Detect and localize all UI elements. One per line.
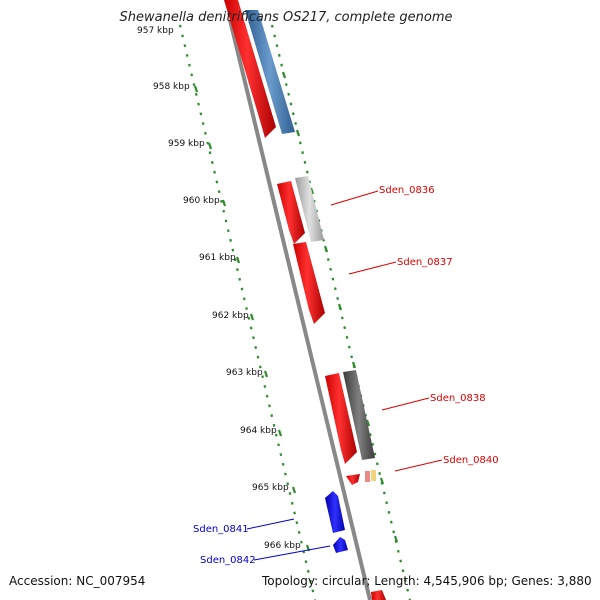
tick-label: 965 kbp [252, 483, 289, 493]
tick-label: 960 kbp [183, 196, 220, 206]
forward-cds-track [224, 0, 386, 600]
blast-hit-dark-gray[interactable] [343, 370, 375, 460]
genome-backbone [228, 19, 372, 600]
inner-tick-ring [178, 24, 317, 600]
cds-sden-0837[interactable] [293, 242, 325, 324]
blast-hit-track [245, 10, 376, 482]
gene-leader-lines [246, 190, 443, 561]
gene-label-sden-0841[interactable]: Sden_0841 [193, 524, 249, 535]
forward-cds-top[interactable] [224, 0, 276, 138]
cds-sden-0842[interactable] [333, 537, 348, 553]
forward-cds-bottom[interactable] [371, 590, 386, 600]
tick-label: 961 kbp [199, 253, 236, 263]
cds-sden-0840-small[interactable] [346, 474, 360, 485]
cds-sden-0838[interactable] [325, 373, 357, 464]
blast-hit-small-pink[interactable] [365, 471, 370, 482]
gene-label-sden-0840[interactable]: Sden_0840 [443, 455, 499, 466]
tick-label: 957 kbp [137, 26, 174, 36]
tick-label: 966 kbp [264, 541, 301, 551]
genome-stats-label: Topology: circular; Length: 4,545,906 bp… [262, 574, 592, 588]
tick-label: 963 kbp [226, 368, 263, 378]
outer-ring-major-ticks [281, 71, 399, 543]
gene-label-sden-0837[interactable]: Sden_0837 [397, 257, 453, 268]
gene-label-sden-0842[interactable]: Sden_0842 [200, 555, 256, 566]
gene-labels: Sden_0836 Sden_0837 Sden_0838 Sden_0840 … [193, 185, 499, 566]
cds-sden-0841[interactable] [325, 491, 345, 533]
gene-label-sden-0838[interactable]: Sden_0838 [430, 393, 486, 404]
tick-label: 962 kbp [212, 311, 249, 321]
tick-label: 959 kbp [168, 139, 205, 149]
blast-hit-light-gray[interactable] [295, 176, 324, 242]
tick-label: 964 kbp [240, 426, 277, 436]
tick-label: 958 kbp [153, 82, 190, 92]
accession-label: Accession: NC_007954 [9, 574, 146, 588]
blast-hit-small-yellow[interactable] [371, 470, 376, 481]
map-title: Shewanella denitrificans OS217, complete… [119, 10, 453, 25]
cds-sden-0836[interactable] [277, 181, 305, 244]
reverse-cds-track [325, 491, 348, 553]
blast-hit-blue[interactable] [245, 10, 295, 134]
gene-label-sden-0836[interactable]: Sden_0836 [379, 185, 435, 196]
tick-labels: 957 kbp 958 kbp 959 kbp 960 kbp 961 kbp … [137, 26, 301, 551]
